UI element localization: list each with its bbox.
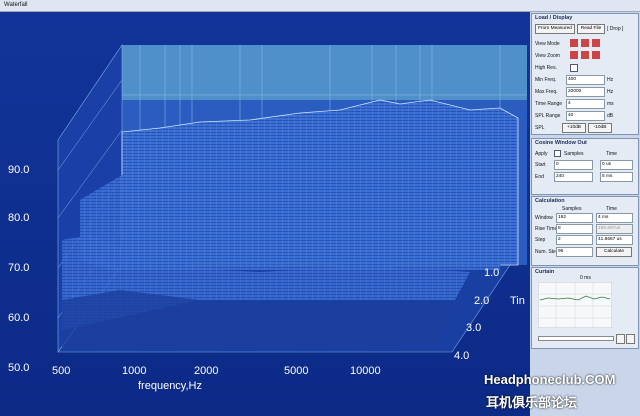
x-tick-label: 5000 <box>284 365 308 377</box>
curtain-time: 0 ms <box>580 275 591 281</box>
high-res-checkbox[interactable] <box>570 64 578 72</box>
column-header: Samples <box>562 206 582 212</box>
watermark-chinese: 耳机俱乐部论坛 <box>486 396 578 411</box>
time-axis-label: Tin <box>510 295 525 307</box>
input[interactable]: 4 <box>566 99 605 109</box>
label: View Zoom <box>535 53 560 59</box>
apply-checkbox[interactable] <box>554 150 561 157</box>
from-measured-button[interactable]: From Measured <box>535 24 575 34</box>
column-header: Time <box>606 151 617 157</box>
label: Start <box>535 162 546 168</box>
x-tick-label: 500 <box>52 365 70 377</box>
label: SPL <box>535 125 545 131</box>
column-header: Samples <box>564 151 584 157</box>
label: Min Freq. <box>535 77 557 83</box>
slider-plus[interactable] <box>626 334 635 344</box>
x-axis-label: frequency,Hz <box>138 380 202 392</box>
y-tick-label: 90.0 <box>8 164 29 176</box>
time-tick-label: 2.0 <box>474 295 489 307</box>
time-tick-label: 4.0 <box>454 350 469 362</box>
column-header: Time <box>606 206 617 212</box>
input[interactable]: 8 <box>556 224 593 234</box>
surface-middle <box>80 150 505 270</box>
y-tick-label: 80.0 <box>8 212 29 224</box>
load-display-group: Load / Display From Measured Read File [… <box>531 13 639 135</box>
back-wall-top <box>122 45 527 100</box>
cosine-group: Cosine Window Out Apply Samples Time Sta… <box>531 138 639 195</box>
unit: Hz <box>607 77 614 83</box>
slider-minus[interactable] <box>616 334 625 344</box>
read-file-button[interactable]: Read File <box>577 24 605 34</box>
window-title: Waterfall <box>4 2 28 8</box>
y-tick-label: 60.0 <box>8 312 29 324</box>
y-tick-label: 50.0 <box>8 362 29 374</box>
view-mode-icons[interactable] <box>570 39 600 47</box>
title-bar: Waterfall <box>0 0 640 12</box>
label: SPL Range <box>535 113 561 119</box>
surface-tail <box>62 290 450 350</box>
label: Window <box>535 215 553 221</box>
time-tick-label: 1.0 <box>484 267 499 279</box>
unit: dB <box>607 113 614 119</box>
input[interactable]: 0 us <box>600 160 633 170</box>
x-tick-label: 10000 <box>350 365 381 377</box>
group-title: Calculation <box>535 198 565 204</box>
curtain-graph <box>538 282 612 328</box>
unit: Hz <box>607 89 614 95</box>
label: View Mode <box>535 41 560 47</box>
label: Max Freq. <box>535 89 558 95</box>
input[interactable]: 5 ms <box>600 172 633 182</box>
label: Num. Steps <box>535 249 562 255</box>
label: End <box>535 174 544 180</box>
unit: ms <box>607 101 614 107</box>
drop-label: [ Drop ] <box>607 26 624 32</box>
label: Apply <box>535 151 548 157</box>
input[interactable]: 192 <box>556 213 593 223</box>
group-title: Cosine Window Out <box>535 140 587 146</box>
waterfall-plot: 90.0 80.0 70.0 60.0 50.0 500 1000 2000 5… <box>0 12 530 416</box>
watermark-site: Headphoneclub.COM <box>484 372 616 387</box>
y-tick-label: 70.0 <box>8 262 29 274</box>
input[interactable]: 4 ms <box>596 213 633 223</box>
group-title: Curtain <box>535 269 555 275</box>
view-zoom-icons[interactable] <box>570 51 600 59</box>
label: High Res. <box>535 65 557 71</box>
input[interactable]: 20000 <box>566 87 605 97</box>
side-panel: Load / Display From Measured Read File [… <box>530 12 640 416</box>
input[interactable]: 240 <box>554 172 593 182</box>
spl-minus-button[interactable]: -10dB <box>588 123 612 133</box>
input[interactable]: 40 <box>566 111 605 121</box>
input[interactable]: 0 <box>554 160 593 170</box>
input: 166.667us <box>596 224 633 234</box>
input[interactable]: 96 <box>556 247 593 257</box>
curtain-slider[interactable] <box>538 336 614 341</box>
label: Step <box>535 237 546 243</box>
spl-plus-button[interactable]: +10dB <box>562 123 586 133</box>
input[interactable]: 400 <box>566 75 605 85</box>
x-tick-label: 2000 <box>194 365 218 377</box>
curtain-group: Curtain 0 ms <box>531 267 639 349</box>
input[interactable]: 2 <box>556 235 593 245</box>
input[interactable]: 41.6667 us <box>596 235 633 245</box>
calculation-group: Calculation Samples Time Window 192 4 ms… <box>531 196 639 266</box>
calculate-button[interactable]: Calculate <box>596 247 632 257</box>
x-tick-label: 1000 <box>122 365 146 377</box>
label: Time Range <box>535 101 563 107</box>
time-tick-label: 3.0 <box>466 322 481 334</box>
label: Rise Time <box>535 226 558 232</box>
group-title: Load / Display <box>535 15 573 21</box>
